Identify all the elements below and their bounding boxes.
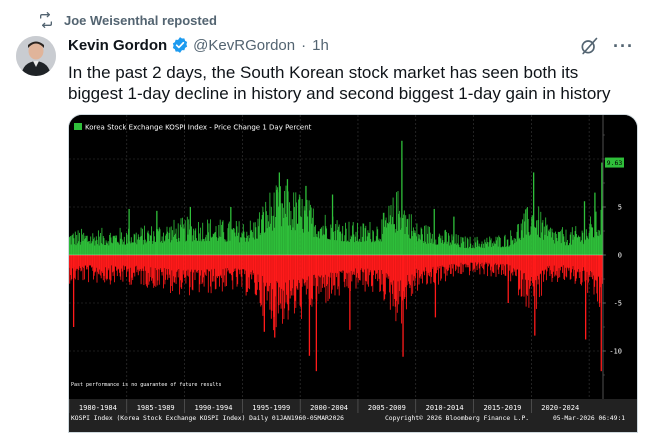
y-tick-label: 0 <box>618 252 622 260</box>
timestamp[interactable]: 1h <box>312 36 329 54</box>
footer-copyright-text: Copyright© 2026 Bloomberg Finance L.P. <box>385 415 529 422</box>
x-tick-label: 1980-1984 <box>79 404 117 412</box>
footer-bg <box>69 399 637 432</box>
x-tick-label: 2000-2004 <box>310 404 348 412</box>
grok-icon[interactable] <box>579 36 599 56</box>
x-tick-label: 1990-1994 <box>195 404 233 412</box>
spike-bars <box>72 140 603 372</box>
separator-dot: · <box>301 36 307 54</box>
tweet-media-chart[interactable]: Korea Stock Exchange KOSPI Index - Price… <box>68 114 638 433</box>
x-axis-labels: 1980-1984 1985-1989 1990-1994 1995-1999 2000… <box>69 399 579 413</box>
footer-left-text: KOSPI Index (Korea Stock Exchange KOSPI … <box>71 415 344 422</box>
x-tick-label: 2010-2014 <box>426 404 464 412</box>
positive-bars <box>69 185 603 255</box>
x-tick-label: 2015-2019 <box>483 404 521 412</box>
author-name[interactable]: Kevin Gordon <box>68 36 168 54</box>
kospi-chart: Korea Stock Exchange KOSPI Index - Price… <box>69 115 637 432</box>
x-tick-label: 2020-2024 <box>541 404 579 412</box>
repost-indicator[interactable]: Joe Weisenthal reposted <box>38 12 217 28</box>
x-tick-label: 2005-2009 <box>368 404 406 412</box>
y-axis: 5 0 -5 -10 9.63 <box>602 115 624 399</box>
tweet-text: In the past 2 days, the South Korean sto… <box>68 63 611 103</box>
more-options-icon[interactable]: ··· <box>613 36 634 56</box>
legend-swatch <box>74 123 82 130</box>
disclaimer-text: Past performance is no guarantee of futu… <box>71 382 222 388</box>
y-tick-label: 5 <box>618 204 622 212</box>
repost-label: Joe Weisenthal reposted <box>64 12 217 28</box>
footer-date-text: 05-Mar-2026 06:49:1 <box>553 415 625 422</box>
avatar[interactable] <box>16 36 56 76</box>
tweet-header: Kevin Gordon @KevRGordon · 1h <box>68 36 329 54</box>
repost-icon <box>40 12 52 28</box>
y-tick-label: -5 <box>614 300 622 308</box>
last-value-label: 9.63 <box>607 159 623 167</box>
x-tick-label: 1985-1989 <box>137 404 175 412</box>
last-value-tag <box>605 157 624 168</box>
verified-badge-icon[interactable] <box>171 36 189 54</box>
author-handle[interactable]: @KevRGordon <box>193 36 296 54</box>
y-tick-label: -10 <box>609 348 622 356</box>
tweet-actions-top: ··· <box>579 36 634 56</box>
chart-title: Korea Stock Exchange KOSPI Index - Price… <box>85 124 312 132</box>
x-tick-label: 1995-1999 <box>252 404 290 412</box>
